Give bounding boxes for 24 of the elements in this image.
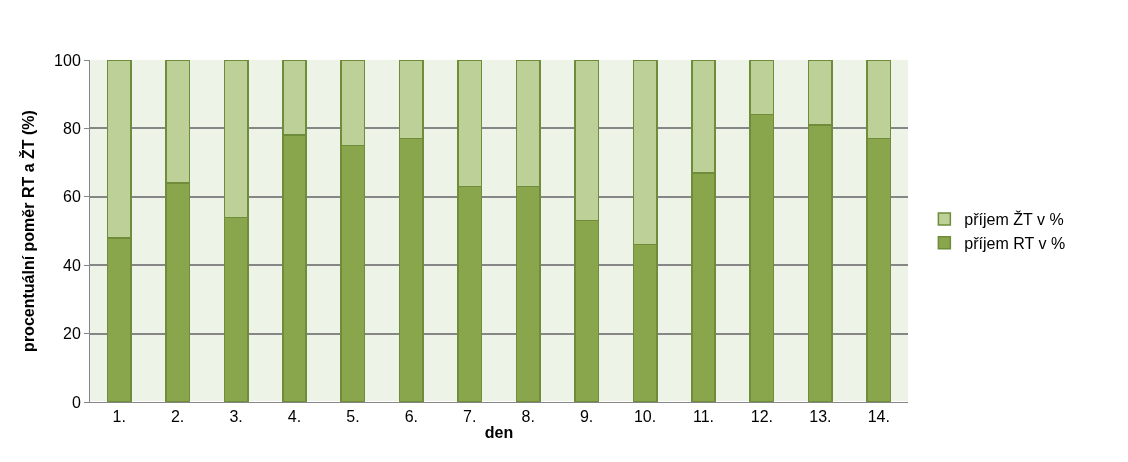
x-tick-label: 4. — [287, 408, 302, 426]
x-tick-label: 12. — [750, 408, 774, 426]
y-tick-label: 60 — [63, 188, 81, 206]
x-tick-label: 8. — [521, 408, 535, 426]
y-tick-label: 80 — [63, 120, 81, 137]
x-tick-label: 2. — [170, 408, 185, 426]
x-tick-label: 3. — [229, 408, 243, 426]
y-tick-label: 100 — [54, 51, 81, 69]
y-tick-label: 20 — [63, 325, 81, 343]
legend-label: příjem RT v % — [964, 234, 1066, 252]
x-tick-label: 14. — [867, 408, 890, 426]
y-tick-label: 40 — [63, 256, 81, 274]
y-axis-title: procentuální poměr RT a ŽT (%) — [19, 110, 37, 352]
x-tick-label: 5. — [346, 408, 360, 426]
legend-label: příjem ŽT v % — [964, 210, 1064, 229]
x-tick-label: 9. — [579, 408, 594, 426]
x-tick-label: 13. — [809, 408, 832, 426]
x-tick-label: 7. — [463, 408, 477, 426]
y-tick-label: 0 — [71, 393, 81, 411]
x-axis-title: den — [484, 423, 514, 441]
x-tick-label: 6. — [404, 408, 419, 426]
x-tick-label: 10. — [633, 408, 657, 426]
x-tick-label: 11. — [692, 408, 715, 426]
x-tick-label: 1. — [112, 408, 126, 426]
